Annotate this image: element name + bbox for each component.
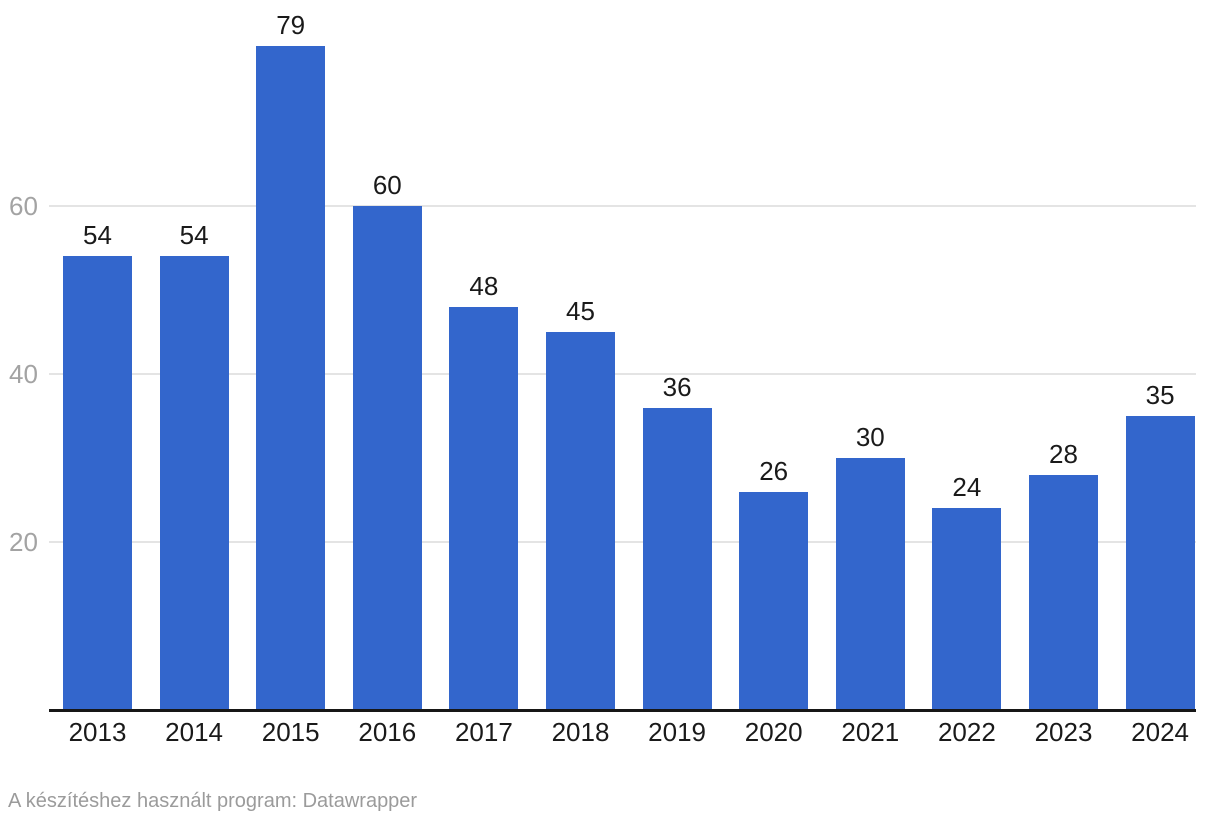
x-axis-label-2020: 2020	[744, 717, 803, 747]
x-axis-label-2014: 2014	[165, 717, 224, 747]
bar-2014[interactable]	[159, 256, 229, 710]
bar-value-label-2017: 48	[469, 270, 499, 301]
bar-value-label-2018: 45	[566, 296, 595, 326]
x-axis-label-2013: 2013	[68, 717, 127, 747]
gridline-20	[49, 541, 1196, 543]
x-axis-label-2016: 2016	[358, 717, 417, 747]
bar-2019[interactable]	[642, 407, 712, 710]
bar-value-label-2015: 79	[276, 10, 306, 41]
bar-2024[interactable]	[1125, 416, 1195, 710]
x-axis-label-2019: 2019	[648, 717, 707, 747]
attribution-footer: A készítéshez használt program: Datawrap…	[8, 790, 418, 812]
bar-value-label-2016: 60	[372, 170, 402, 200]
bar-value-label-2020: 26	[759, 455, 789, 486]
y-axis-tick-label-60: 60	[9, 191, 38, 221]
bar-2020[interactable]	[739, 491, 809, 710]
bar-value-label-2014: 54	[179, 220, 209, 251]
x-axis-label-2021: 2021	[841, 717, 900, 747]
bar-value-label-2013: 54	[83, 220, 112, 251]
x-axis-label-2022: 2022	[937, 717, 996, 747]
x-axis-line	[49, 709, 1196, 712]
x-axis-label-2015: 2015	[261, 717, 320, 747]
bar-2023[interactable]	[1029, 474, 1098, 710]
bar-2016[interactable]	[352, 206, 422, 710]
gridline-40	[49, 373, 1196, 375]
bar-value-label-2023: 28	[1049, 438, 1078, 469]
bar-value-label-2022: 24	[952, 472, 982, 503]
bar-value-label-2021: 30	[855, 422, 885, 452]
x-axis-label-2023: 2023	[1034, 717, 1093, 747]
bar-2018[interactable]	[546, 332, 615, 710]
bar-value-label-2019: 36	[662, 371, 692, 402]
bar-2022[interactable]	[932, 508, 1002, 710]
x-axis-label-2018: 2018	[551, 717, 610, 747]
y-axis-tick-label-40: 40	[9, 359, 38, 389]
bar-value-label-2024: 35	[1145, 380, 1175, 410]
bar-2017[interactable]	[449, 306, 519, 710]
gridline-60	[49, 205, 1196, 207]
y-axis-tick-label-20: 20	[9, 527, 38, 557]
bar-2021[interactable]	[835, 458, 905, 710]
bar-2013[interactable]	[63, 256, 132, 710]
x-axis-label-2024: 2024	[1131, 717, 1190, 747]
x-axis-label-2017: 2017	[454, 717, 513, 747]
bar-2015[interactable]	[256, 46, 326, 710]
